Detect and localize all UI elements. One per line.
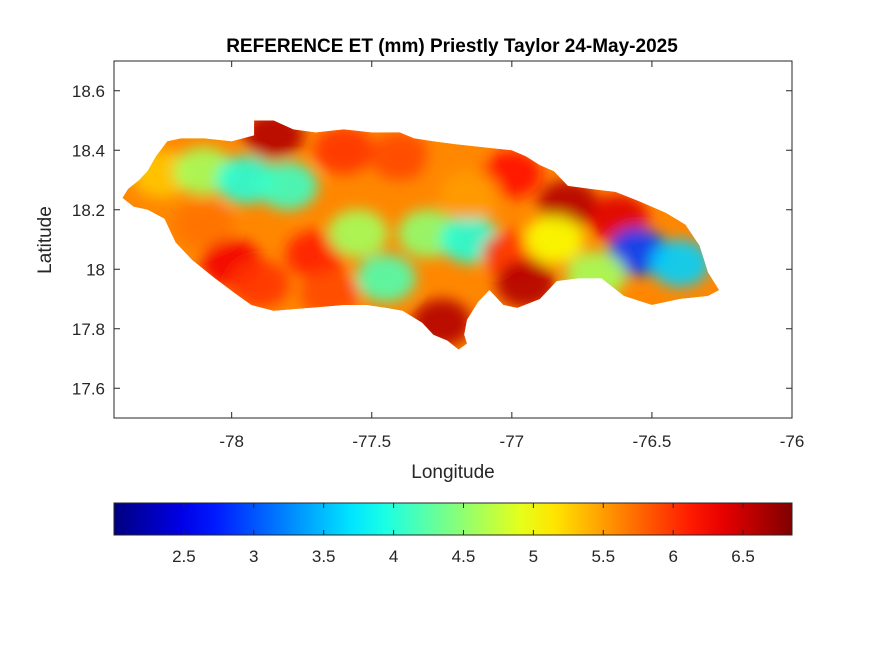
colorbar-tick-label: 3 xyxy=(249,547,258,566)
colorbar-ticks: 2.5 3 3.5 4 4.5 5 5.5 6 6.5 xyxy=(172,503,755,566)
value-sample-27 xyxy=(523,215,584,264)
value-sample-6 xyxy=(313,126,374,175)
heatmap-layer xyxy=(122,120,720,350)
y-tick-label: 18 xyxy=(86,260,105,279)
x-tick-label: -78 xyxy=(219,432,244,451)
value-sample-4 xyxy=(257,161,318,210)
colorbar-tick-label: 5.5 xyxy=(591,547,615,566)
colorbar: 2.5 3 3.5 4 4.5 5 5.5 6 6.5 xyxy=(113,502,793,566)
x-axis-label: Longitude xyxy=(411,462,494,483)
y-tick-label: 18.4 xyxy=(72,141,105,160)
colorbar-gradient xyxy=(113,502,793,536)
y-tick-label: 18.6 xyxy=(72,82,105,101)
value-sample-20 xyxy=(355,254,416,303)
value-sample-13 xyxy=(649,239,710,288)
value-sample-19 xyxy=(327,209,388,258)
value-sample-15 xyxy=(173,200,234,249)
value-field xyxy=(131,120,710,347)
colorbar-tick-label: 5 xyxy=(529,547,538,566)
value-sample-24 xyxy=(495,260,556,309)
x-tick-label: -77 xyxy=(500,432,525,451)
y-axis-label: Latitude xyxy=(35,206,56,274)
x-tick-label: -76 xyxy=(780,432,805,451)
value-sample-28 xyxy=(439,170,500,219)
chart-title: REFERENCE ET (mm) Priestly Taylor 24-May… xyxy=(226,36,678,57)
colorbar-tick-label: 2.5 xyxy=(172,547,196,566)
y-axis-ticks: 17.6 17.8 18 18.2 18.4 18.6 xyxy=(72,82,792,398)
x-tick-label: -77.5 xyxy=(352,432,391,451)
value-sample-7 xyxy=(369,132,430,181)
x-tick-label: -76.5 xyxy=(633,432,672,451)
y-tick-label: 17.6 xyxy=(72,379,105,398)
colorbar-tick-label: 6 xyxy=(668,547,677,566)
colorbar-tick-label: 3.5 xyxy=(312,547,336,566)
y-tick-label: 17.8 xyxy=(72,320,105,339)
value-sample-17 xyxy=(229,260,290,309)
colorbar-tick-label: 4.5 xyxy=(452,547,476,566)
y-tick-label: 18.2 xyxy=(72,201,105,220)
x-axis-ticks: -78 -77.5 -77 -76.5 -76 xyxy=(219,61,804,451)
colorbar-tick-label: 4 xyxy=(389,547,398,566)
colorbar-tick-label: 6.5 xyxy=(731,547,755,566)
